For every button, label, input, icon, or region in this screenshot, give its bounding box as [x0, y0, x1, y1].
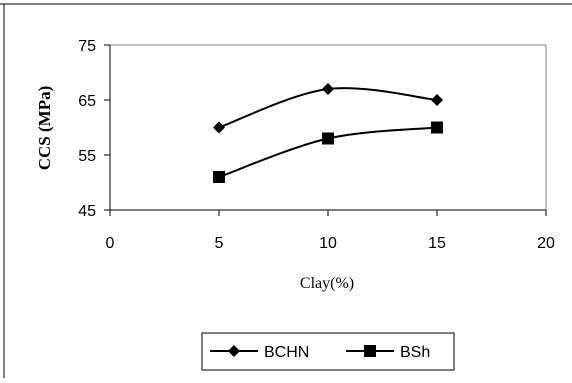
x-tick-label: 5 — [215, 235, 224, 252]
series-layer — [213, 83, 443, 183]
data-point-bchn — [322, 83, 334, 95]
y-tick-label: 55 — [78, 148, 96, 165]
data-point-bsh — [213, 171, 225, 183]
y-axis-title: CCS (MPa) — [35, 86, 54, 171]
data-point-bchn — [431, 94, 443, 106]
x-tick-label: 0 — [106, 235, 115, 252]
x-tick-label: 20 — [537, 235, 555, 252]
y-tick-label: 65 — [78, 93, 96, 110]
x-tick-label: 15 — [428, 235, 446, 252]
y-tick-label: 75 — [78, 38, 96, 55]
legend-marker-bsh — [364, 345, 376, 357]
data-point-bsh — [431, 121, 443, 134]
legend-marker-bchn — [228, 345, 240, 357]
x-tick-label: 10 — [319, 235, 337, 252]
legend: BCHN BSh — [201, 332, 455, 371]
legend-label-bsh: BSh — [400, 344, 430, 361]
y-tick-label: 45 — [78, 203, 96, 220]
data-point-bchn — [213, 121, 225, 134]
ticks-layer: 45 55 65 75 0 5 10 15 20 — [78, 38, 555, 252]
x-axis-title: Clay(%) — [300, 275, 354, 292]
data-point-bsh — [322, 132, 334, 145]
legend-label-bchn: BCHN — [264, 344, 309, 361]
plot-area — [109, 44, 547, 211]
